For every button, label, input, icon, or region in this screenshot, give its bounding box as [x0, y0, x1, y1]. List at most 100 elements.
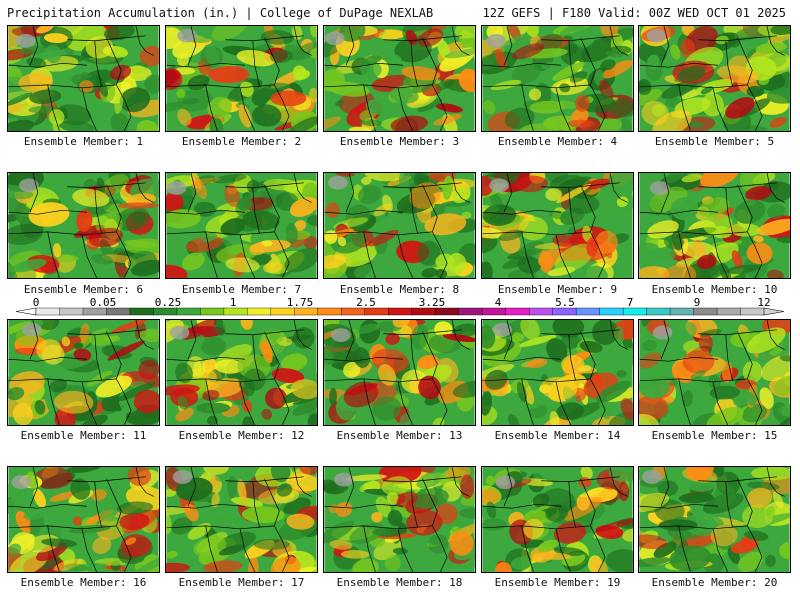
ensemble-panel: Ensemble Member: 13: [323, 319, 476, 445]
colorbar-swatch: [270, 307, 295, 316]
colorbar-swatch: [388, 307, 413, 316]
colorbar-swatch: [247, 307, 272, 316]
precipitation-map: [165, 466, 318, 573]
ensemble-panel: Ensemble Member: 5: [638, 25, 791, 151]
ensemble-member-label: Ensemble Member: 10: [651, 283, 778, 296]
colorbar-swatch: [341, 307, 366, 316]
ensemble-member-label: Ensemble Member: 13: [336, 429, 463, 442]
colorbar-swatch: [435, 307, 460, 316]
colorbar-max-arrow: [763, 307, 785, 316]
ensemble-member-label: Ensemble Member: 16: [20, 576, 147, 589]
ensemble-member-label: Ensemble Member: 8: [339, 283, 460, 296]
ensemble-member-label: Ensemble Member: 14: [494, 429, 621, 442]
colorbar-swatch: [200, 307, 225, 316]
colorbar-tick-label: 9: [694, 296, 701, 309]
colorbar-tick-label: 0: [33, 296, 40, 309]
ensemble-panel: Ensemble Member: 15: [638, 319, 791, 445]
precipitation-map: [323, 319, 476, 426]
ensemble-member-label: Ensemble Member: 4: [497, 135, 618, 148]
ensemble-panel: Ensemble Member: 3: [323, 25, 476, 151]
ensemble-member-label: Ensemble Member: 7: [181, 283, 302, 296]
precipitation-map: [481, 172, 634, 279]
ensemble-panel: Ensemble Member: 9: [481, 172, 634, 299]
colorbar-swatch: [646, 307, 671, 316]
colorbar-swatch: [458, 307, 483, 316]
colorbar-swatch: [82, 307, 107, 316]
ensemble-member-label: Ensemble Member: 18: [336, 576, 463, 589]
colorbar-min-arrow: [15, 307, 37, 316]
colorbar-swatch: [740, 307, 765, 316]
colorbar-swatch: [716, 307, 742, 316]
colorbar-tick-label: 5.5: [555, 296, 575, 309]
ensemble-member-label: Ensemble Member: 11: [20, 429, 147, 442]
colorbar-tick-label: 1: [230, 296, 237, 309]
ensemble-member-label: Ensemble Member: 17: [178, 576, 305, 589]
precipitation-map: [481, 25, 634, 132]
colorbar-tick-label: 3.25: [419, 296, 446, 309]
precipitation-map: [481, 319, 634, 426]
colorbar-tick-label: 7: [627, 296, 634, 309]
colorbar-tick-label: 0.05: [90, 296, 117, 309]
header: Precipitation Accumulation (in.) | Colle…: [0, 0, 800, 24]
colorbar-swatch: [294, 307, 319, 316]
ensemble-panel: Ensemble Member: 11: [7, 319, 160, 445]
ensemble-member-label: Ensemble Member: 20: [651, 576, 778, 589]
colorbar-swatch: [575, 307, 601, 316]
colorbar-tick-label: 1.75: [287, 296, 314, 309]
colorbar-swatch: [693, 307, 718, 316]
ensemble-member-label: Ensemble Member: 19: [494, 576, 621, 589]
precipitation-map: [638, 466, 791, 573]
precipitation-map: [481, 466, 634, 573]
colorbar-tick-label: 4: [495, 296, 502, 309]
ensemble-member-label: Ensemble Member: 12: [178, 429, 305, 442]
precipitation-map: [638, 319, 791, 426]
ensemble-member-label: Ensemble Member: 6: [23, 283, 144, 296]
precipitation-map: [7, 319, 160, 426]
colorbar-tick-label: 0.25: [155, 296, 182, 309]
precipitation-map: [165, 25, 318, 132]
colorbar-swatch: [669, 307, 695, 316]
ensemble-panel: Ensemble Member: 18: [323, 466, 476, 592]
ensemble-panel: Ensemble Member: 6: [7, 172, 160, 299]
colorbar-swatch: [59, 307, 84, 316]
colorbar-swatch: [153, 307, 178, 316]
ensemble-member-label: Ensemble Member: 1: [23, 135, 144, 148]
ensemble-member-label: Ensemble Member: 9: [497, 283, 618, 296]
precipitation-map: [7, 466, 160, 573]
ensemble-member-label: Ensemble Member: 5: [654, 135, 775, 148]
colorbar-tick-label: 12: [757, 296, 770, 309]
run-info: 12Z GEFS | F180 Valid: 00Z WED OCT 01 20…: [482, 6, 786, 20]
precipitation-map: [7, 25, 160, 132]
colorbar-swatch: [622, 307, 648, 316]
precipitation-map: [165, 172, 318, 279]
colorbar-tick-label: 2.5: [356, 296, 376, 309]
colorbar-swatch: [106, 307, 131, 316]
ensemble-panel: Ensemble Member: 19: [481, 466, 634, 592]
chart-title: Precipitation Accumulation (in.) | Colle…: [7, 6, 434, 20]
colorbar-swatch: [599, 307, 624, 316]
ensemble-panel: Ensemble Member: 14: [481, 319, 634, 445]
colorbar-swatch: [411, 307, 436, 316]
colorbar: 0 0.05 0.25 1 1.75 2.5 3.25 4 5.5 7 9 12: [15, 296, 785, 316]
ensemble-panel: Ensemble Member: 4: [481, 25, 634, 151]
colorbar-swatch: [528, 307, 554, 316]
ensemble-panel: Ensemble Member: 2: [165, 25, 318, 151]
colorbar-swatch: [317, 307, 342, 316]
ensemble-panel: Ensemble Member: 20: [638, 466, 791, 592]
colorbar-swatch: [129, 307, 154, 316]
ensemble-panel: Ensemble Member: 8: [323, 172, 476, 299]
precipitation-map: [638, 172, 791, 279]
ensemble-member-label: Ensemble Member: 2: [181, 135, 302, 148]
ensemble-panel: Ensemble Member: 10: [638, 172, 791, 299]
colorbar-swatch: [552, 307, 577, 316]
precipitation-map: [638, 25, 791, 132]
ensemble-panel: Ensemble Member: 16: [7, 466, 160, 592]
colorbar-swatch: [176, 307, 201, 316]
ensemble-panel: Ensemble Member: 1: [7, 25, 160, 151]
precipitation-map: [165, 319, 318, 426]
colorbar-swatch: [364, 307, 389, 316]
colorbar-swatch: [505, 307, 530, 316]
ensemble-member-label: Ensemble Member: 3: [339, 135, 460, 148]
colorbar-swatch: [35, 307, 60, 316]
